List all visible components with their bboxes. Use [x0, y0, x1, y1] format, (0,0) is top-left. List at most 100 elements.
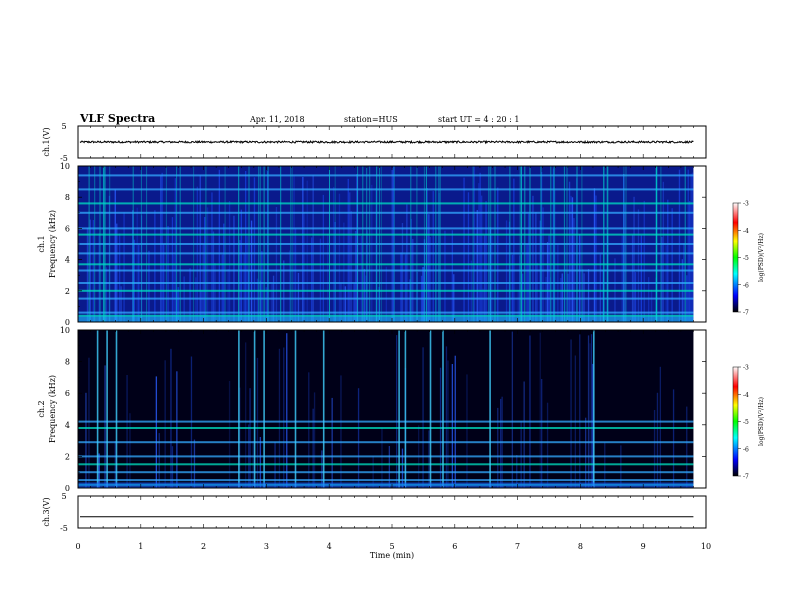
- noise-streak: [406, 204, 408, 322]
- noise-streak: [105, 267, 108, 322]
- noise-streak: [523, 381, 525, 488]
- noise-streak: [189, 268, 191, 322]
- station-label: station=HUS: [344, 115, 398, 124]
- spike: [607, 166, 609, 322]
- y-tick-label: 10: [60, 162, 70, 171]
- spike: [380, 166, 382, 322]
- spike: [519, 166, 521, 322]
- noise-streak: [404, 254, 407, 322]
- spike: [425, 166, 427, 322]
- tone-line: [78, 202, 694, 205]
- spike: [263, 166, 265, 322]
- noise-streak: [416, 271, 418, 322]
- noise-streak: [333, 186, 335, 322]
- spike: [103, 166, 105, 322]
- noise-streak: [245, 342, 247, 488]
- noise-streak: [123, 212, 125, 322]
- tone-line: [78, 427, 694, 429]
- y-tick-label: 0: [65, 318, 70, 327]
- x-tick-label: 5: [389, 542, 394, 551]
- spectrogram-2: [78, 330, 739, 488]
- noise-streak: [463, 177, 465, 322]
- noise-streak: [334, 222, 336, 322]
- noise-streak: [587, 335, 590, 488]
- tone-line: [78, 233, 694, 236]
- spike: [104, 166, 106, 322]
- x-tick-label: 1: [138, 542, 143, 551]
- x-tick-label: 8: [578, 542, 583, 551]
- spike: [88, 166, 90, 322]
- colorbar-tick-label: -6: [743, 446, 749, 453]
- colorbar: [732, 366, 739, 477]
- noise-streak: [497, 187, 499, 322]
- noise-streak: [541, 172, 543, 322]
- spike: [593, 330, 595, 488]
- noise-streak: [511, 331, 514, 488]
- spike: [435, 166, 437, 322]
- noise-streak: [212, 231, 215, 322]
- tone-line: [78, 479, 694, 482]
- colorbar-tick-label: -7: [743, 310, 749, 317]
- spike: [566, 166, 568, 322]
- spike: [404, 330, 407, 488]
- noise-streak: [548, 235, 550, 322]
- colorbar-tick-label: -7: [743, 474, 749, 481]
- line-panel-0: [79, 139, 694, 145]
- noise-streak: [422, 347, 424, 488]
- spike: [603, 166, 605, 322]
- noise-streak: [239, 240, 241, 322]
- y-tick-label: 10: [60, 326, 70, 335]
- spike: [146, 166, 148, 322]
- spike: [94, 166, 96, 322]
- noise-streak: [690, 173, 692, 322]
- x-tick-label: 3: [264, 542, 269, 551]
- noise-streak: [148, 250, 150, 322]
- noise-streak: [650, 289, 653, 322]
- noise-streak: [552, 168, 555, 322]
- spike: [294, 330, 297, 488]
- noise-streak: [481, 195, 483, 322]
- noise-streak: [633, 196, 635, 322]
- y-axis-label: Frequency (kHz): [48, 375, 57, 443]
- tone-line: [78, 297, 694, 300]
- noise-streak: [520, 420, 522, 488]
- spike: [625, 166, 627, 322]
- noise-streak: [302, 176, 304, 322]
- noise-streak: [631, 234, 634, 322]
- spike: [540, 166, 542, 322]
- noise-streak: [589, 343, 591, 488]
- spike: [660, 166, 662, 322]
- spike: [193, 166, 195, 322]
- tone-line: [78, 188, 694, 191]
- noise-streak: [451, 230, 454, 322]
- noise-streak: [228, 381, 231, 488]
- spike: [258, 166, 260, 322]
- spike: [259, 166, 261, 322]
- noise-streak: [201, 290, 203, 322]
- spike: [253, 330, 256, 488]
- noise-streak: [381, 427, 383, 488]
- noise-streak: [312, 175, 314, 322]
- noise-streak: [338, 193, 341, 322]
- noise-streak: [560, 278, 562, 322]
- low-band: [78, 482, 694, 488]
- spike: [423, 166, 425, 322]
- spike: [238, 330, 240, 488]
- tone-line: [78, 420, 694, 423]
- noise-streak: [98, 233, 100, 322]
- noise-streak: [401, 223, 404, 322]
- noise-streak: [388, 446, 391, 488]
- spike: [429, 330, 432, 488]
- spike: [521, 166, 522, 322]
- start-time-label: start UT = 4 : 20 : 1: [438, 115, 520, 124]
- spike: [357, 166, 359, 322]
- noise-streak: [133, 239, 136, 322]
- noise-streak: [239, 387, 241, 488]
- noise-streak: [571, 197, 574, 322]
- date-label: Apr. 11, 2018: [250, 115, 305, 124]
- noise-streak: [174, 178, 177, 322]
- low-band: [78, 316, 694, 323]
- noise-streak: [344, 286, 347, 322]
- noise-streak: [527, 213, 530, 322]
- spike: [563, 166, 565, 322]
